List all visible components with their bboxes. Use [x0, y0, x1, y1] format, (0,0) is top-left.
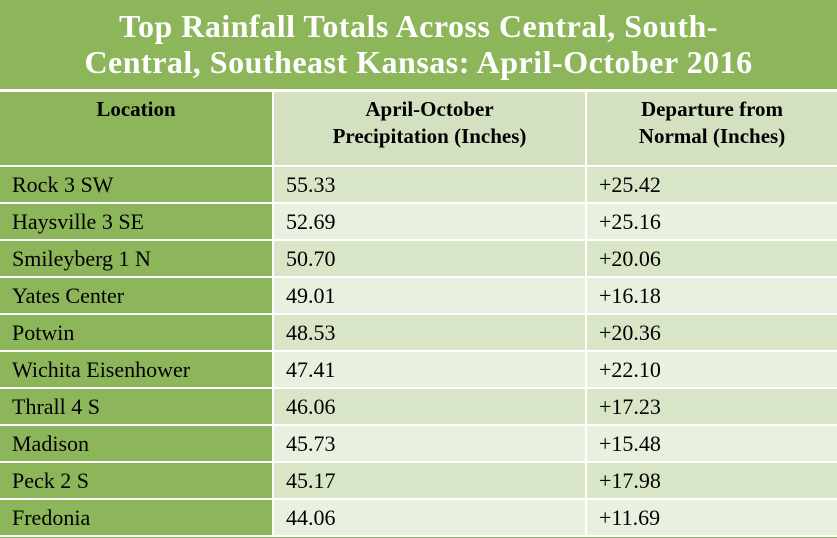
table-row: Potwin 48.53 +20.36	[0, 314, 837, 352]
location-cell: Thrall 4 S	[0, 388, 274, 426]
table-row: Rock 3 SW 55.33 +25.42	[0, 166, 837, 204]
location-cell: Wichita Eisenhower	[0, 351, 274, 389]
table-row: Smileyberg 1 N 50.70 +20.06	[0, 240, 837, 278]
table-row: Fredonia 44.06 +11.69	[0, 499, 837, 537]
table-row: Haysville 3 SE 52.69 +25.16	[0, 203, 837, 241]
departure-cell: +25.16	[586, 203, 837, 241]
departure-cell: +11.69	[586, 499, 837, 537]
rainfall-table: Location April-October Precipitation (In…	[0, 92, 837, 537]
location-cell: Yates Center	[0, 277, 274, 315]
location-cell: Potwin	[0, 314, 274, 352]
precipitation-cell: 55.33	[273, 166, 587, 204]
location-cell: Madison	[0, 425, 274, 463]
departure-cell: +16.18	[586, 277, 837, 315]
precipitation-cell: 44.06	[273, 499, 587, 537]
location-cell: Peck 2 S	[0, 462, 274, 500]
header-departure-line-2: Normal (Inches)	[638, 124, 786, 148]
header-row: Location April-October Precipitation (In…	[0, 92, 837, 167]
header-departure-line-1: Departure from	[640, 97, 784, 121]
location-cell: Smileyberg 1 N	[0, 240, 274, 278]
table-row: Madison 45.73 +15.48	[0, 425, 837, 463]
precipitation-cell: 48.53	[273, 314, 587, 352]
header-location: Location	[0, 92, 274, 167]
departure-cell: +20.06	[586, 240, 837, 278]
table-row: Thrall 4 S 46.06 +17.23	[0, 388, 837, 426]
header-departure: Departure from Normal (Inches)	[586, 92, 837, 167]
departure-cell: +17.23	[586, 388, 837, 426]
title-line-1: Top Rainfall Totals Across Central, Sout…	[119, 8, 718, 44]
location-cell: Fredonia	[0, 499, 274, 537]
departure-cell: +22.10	[586, 351, 837, 389]
precipitation-cell: 50.70	[273, 240, 587, 278]
table-title: Top Rainfall Totals Across Central, Sout…	[0, 0, 837, 92]
location-cell: Rock 3 SW	[0, 166, 274, 204]
location-cell: Haysville 3 SE	[0, 203, 274, 241]
departure-cell: +15.48	[586, 425, 837, 463]
departure-cell: +25.42	[586, 166, 837, 204]
header-precip-line-1: April-October	[365, 97, 494, 121]
header-precip-line-2: Precipitation (Inches)	[332, 124, 527, 148]
precipitation-cell: 45.17	[273, 462, 587, 500]
table-row: Yates Center 49.01 +16.18	[0, 277, 837, 315]
header-location-label: Location	[96, 97, 176, 121]
departure-cell: +17.98	[586, 462, 837, 500]
header-precipitation: April-October Precipitation (Inches)	[273, 92, 587, 167]
departure-cell: +20.36	[586, 314, 837, 352]
precipitation-cell: 46.06	[273, 388, 587, 426]
precipitation-cell: 47.41	[273, 351, 587, 389]
table-row: Wichita Eisenhower 47.41 +22.10	[0, 351, 837, 389]
precipitation-cell: 49.01	[273, 277, 587, 315]
precipitation-cell: 45.73	[273, 425, 587, 463]
title-line-2: Central, Southeast Kansas: April-October…	[84, 44, 753, 80]
precipitation-cell: 52.69	[273, 203, 587, 241]
table-row: Peck 2 S 45.17 +17.98	[0, 462, 837, 500]
